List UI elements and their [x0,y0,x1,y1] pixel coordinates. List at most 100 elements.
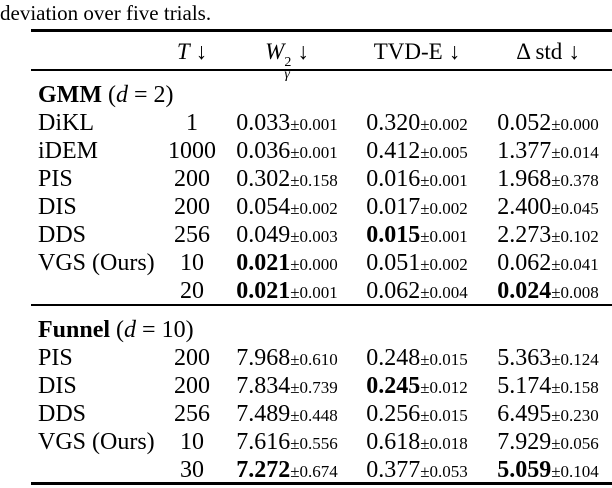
column-header-delta-std: Δ std ↓ [483,37,612,67]
table-caption: deviation over five trials. [0,1,212,25]
cell-delta-std: 1.968±0.378 [483,165,612,195]
mean-value: 7.489 [236,401,291,427]
cell-tvd-e: 0.256±0.015 [352,400,482,430]
mean-value: 0.051 [366,250,421,276]
mean-value: 0.062 [366,278,421,304]
mean-value: 5.059 [497,457,552,483]
mean-value: 0.320 [366,110,421,136]
std-value: ±0.000 [290,255,338,274]
tvd-e-label: TVD-E [373,39,443,64]
mean-value: 0.054 [236,194,291,220]
cell-steps: 256 [174,401,210,427]
cell-wasserstein: 7.968±0.610 [222,344,352,374]
std-value: ±0.610 [290,350,338,369]
section-title: GMM (d = 2) [38,82,174,108]
cell-delta-std: 2.273±0.102 [483,221,612,251]
mean-value: 7.272 [236,457,291,483]
mean-value: 0.021 [236,250,291,276]
mean-value: 0.377 [366,457,421,483]
table-row: 20 0.021±0.001 0.062±0.004 0.024±0.008 [31,277,612,305]
wasserstein-symbol: W [265,39,285,64]
cell-steps: 20 [180,278,204,304]
cell-steps: 200 [174,373,210,399]
down-arrow-icon: ↓ [448,39,461,64]
std-value: ±0.230 [551,406,599,425]
mean-value: 2.400 [497,194,552,220]
cell-wasserstein: 7.616±0.556 [222,428,352,458]
cell-wasserstein: 0.054±0.002 [222,193,352,223]
std-value: ±0.003 [290,227,338,246]
down-arrow-icon: ↓ [195,39,208,64]
method-label: DiKL [38,110,94,136]
cell-delta-std: 7.929±0.056 [483,428,612,458]
std-value: ±0.002 [420,115,468,134]
std-value: ±0.001 [290,115,338,134]
mean-value: 7.929 [497,429,552,455]
cell-delta-std: 5.363±0.124 [483,344,612,374]
std-value: ±0.008 [551,283,599,302]
mean-value: 7.834 [236,373,291,399]
cell-wasserstein: 0.302±0.158 [222,165,352,195]
std-value: ±0.158 [290,171,338,190]
method-label: iDEM [38,138,98,164]
cell-tvd-e: 0.377±0.053 [352,456,482,486]
std-value: ±0.004 [420,283,468,302]
cell-tvd-e: 0.320±0.002 [352,109,482,139]
std-value: ±0.015 [420,350,468,369]
cell-tvd-e: 0.245±0.012 [352,372,482,402]
method-label: VGS (Ours) [38,250,155,276]
section-title: Funnel (d = 10) [38,317,194,343]
mean-value: 0.248 [366,345,421,371]
cell-delta-std: 6.495±0.230 [483,400,612,430]
cell-delta-std: 1.377±0.014 [483,137,612,167]
delta-std-label: Δ std [516,39,563,64]
std-value: ±0.001 [420,227,468,246]
cell-tvd-e: 0.618±0.018 [352,428,482,458]
std-value: ±0.001 [420,171,468,190]
mean-value: 7.616 [236,429,291,455]
column-header-tvd-e: TVD-E ↓ [352,37,482,67]
cell-tvd-e: 0.015±0.001 [352,221,482,251]
mean-value: 7.968 [236,345,291,371]
mean-value: 0.017 [366,194,421,220]
mean-value: 5.363 [497,345,552,371]
table-row: 30 7.272±0.674 0.377±0.053 5.059±0.104 [31,456,612,484]
std-value: ±0.045 [551,199,599,218]
std-value: ±0.124 [551,350,599,369]
table-row: PIS 200 0.302±0.158 0.016±0.001 1.968±0.378 [31,165,612,193]
cell-tvd-e: 0.248±0.015 [352,344,482,374]
std-value: ±0.041 [551,255,599,274]
cell-wasserstein: 0.033±0.001 [222,109,352,139]
table-bottom-rule [31,482,612,485]
std-value: ±0.378 [551,171,599,190]
cell-steps: 200 [174,166,210,192]
table-row: DDS 256 0.049±0.003 0.015±0.001 2.273±0.102 [31,221,612,249]
cell-tvd-e: 0.412±0.005 [352,137,482,167]
method-label: DDS [38,401,87,427]
std-value: ±0.002 [420,199,468,218]
method-label: DIS [38,194,77,220]
section-separator-rule [31,304,612,306]
std-value: ±0.001 [290,283,338,302]
column-header-steps: T ↓ [157,37,227,67]
cell-tvd-e: 0.062±0.004 [352,277,482,307]
std-value: ±0.000 [551,115,599,134]
cell-steps: 256 [174,222,210,248]
table-row: DiKL 1 0.033±0.001 0.320±0.002 0.052±0.000 [31,109,612,137]
cell-wasserstein: 7.272±0.674 [222,456,352,486]
cell-steps: 1000 [168,138,216,164]
down-arrow-icon: ↓ [568,39,580,64]
std-value: ±0.102 [551,227,599,246]
std-value: ±0.002 [290,199,338,218]
method-label: PIS [38,345,73,371]
table-row: DDS 256 7.489±0.448 0.256±0.015 6.495±0.230 [31,400,612,428]
std-value: ±0.674 [290,462,338,481]
mean-value: 0.049 [236,222,291,248]
section-header-row: Funnel (d = 10) [31,316,612,344]
steps-symbol: T [176,39,190,64]
mean-value: 0.245 [366,373,421,399]
cell-wasserstein: 0.021±0.000 [222,249,352,279]
cell-delta-std: 0.024±0.008 [483,277,612,307]
cell-steps: 10 [180,429,204,455]
